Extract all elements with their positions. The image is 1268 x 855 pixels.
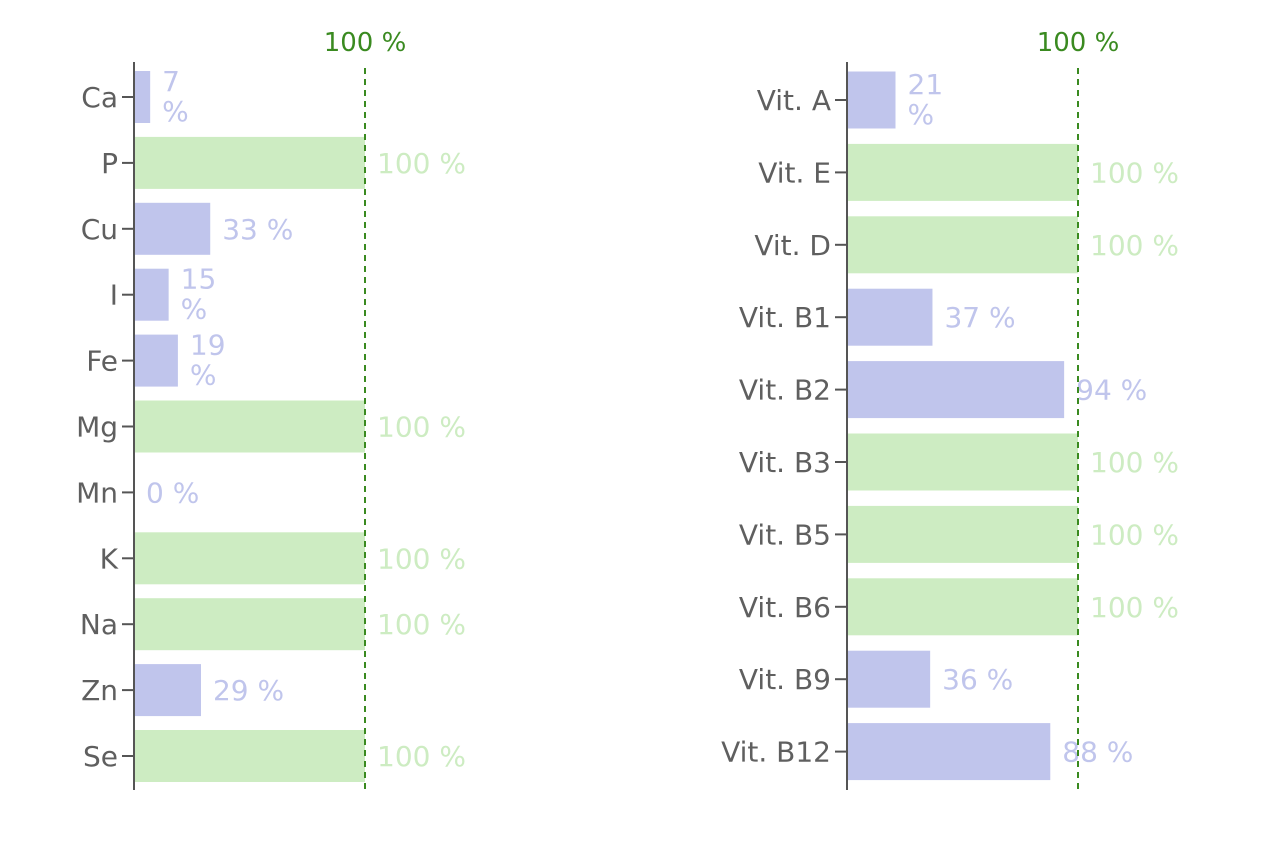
category-label: Vit. B9 (739, 663, 831, 696)
category-label: Zn (81, 674, 118, 707)
bar-na (134, 598, 365, 651)
value-label: 21% (908, 68, 944, 131)
bar-mg (134, 400, 365, 453)
vitamins-chart: Vit. A 21 % Vit. E 100 % Vit. D 100 % Vit. B1 37… (721, 28, 1179, 790)
bar-p (134, 136, 365, 189)
category-label: Vit. A (757, 84, 831, 117)
value-label: 100 % (1090, 156, 1179, 189)
bar-i (134, 268, 169, 321)
category-label: Mg (76, 411, 118, 444)
category-label: Mn (76, 476, 118, 509)
bar-se (134, 730, 365, 782)
bar-zn (134, 664, 201, 717)
category-label: K (100, 542, 119, 575)
category-label: Vit. E (758, 156, 831, 189)
category-label: P (101, 147, 118, 180)
category-label: Ca (81, 81, 118, 114)
category-label: Vit. B12 (721, 736, 831, 769)
bar-vit-b12 (847, 723, 1051, 781)
category-label: Vit. D (754, 229, 831, 262)
category-label: Vit. B2 (739, 374, 831, 407)
value-label: 7% (162, 65, 189, 128)
value-label: 100 % (1090, 229, 1179, 262)
value-label: 88 % (1062, 736, 1133, 769)
bar-vit-b1 (847, 288, 933, 346)
value-label: 100 % (377, 147, 466, 180)
bar-fe (134, 334, 178, 387)
category-label: Vit. B6 (739, 591, 831, 624)
category-label: Vit. B3 (739, 446, 831, 479)
bar-ca (134, 71, 151, 123)
value-label: 100 % (377, 411, 466, 444)
category-label: Se (83, 740, 118, 773)
value-label: 100 % (1090, 446, 1179, 479)
value-label: 29 % (213, 674, 284, 707)
bar-k (134, 532, 365, 585)
value-label: 0 % (146, 476, 199, 509)
bar-vit-e (847, 143, 1078, 201)
reference-label: 100 % (324, 28, 407, 58)
value-label: 15% (181, 263, 217, 326)
bar-vit-a (847, 71, 896, 129)
bar-vit-b9 (847, 650, 931, 708)
value-label: 37 % (944, 301, 1015, 334)
bar-vit-d (847, 216, 1078, 274)
category-label: I (110, 279, 118, 312)
value-label: 100 % (1090, 518, 1179, 551)
value-label: 94 % (1076, 374, 1147, 407)
value-label: 100 % (377, 740, 466, 773)
category-label: Vit. B1 (739, 301, 831, 334)
bar-vit-b2 (847, 361, 1065, 419)
category-label: Cu (81, 213, 118, 246)
value-label: 100 % (1090, 591, 1179, 624)
value-label: 33 % (222, 213, 293, 246)
category-label: Na (80, 608, 118, 641)
reference-label: 100 % (1037, 28, 1120, 58)
value-label: 100 % (377, 542, 466, 575)
value-label: 36 % (942, 663, 1013, 696)
bar-vit-b6 (847, 578, 1078, 636)
value-label: 19% (190, 329, 226, 392)
bar-vit-b3 (847, 433, 1078, 491)
bar-cu (134, 202, 211, 255)
value-label: 100 % (377, 608, 466, 641)
category-label: Vit. B5 (739, 518, 831, 551)
minerals-chart: Ca 7 % P 100 % Cu 33 % I 15 % Fe 19 % Mg 100 % Mn 0 % K 10… (76, 28, 466, 790)
bar-vit-b5 (847, 505, 1078, 563)
category-label: Fe (86, 345, 118, 378)
